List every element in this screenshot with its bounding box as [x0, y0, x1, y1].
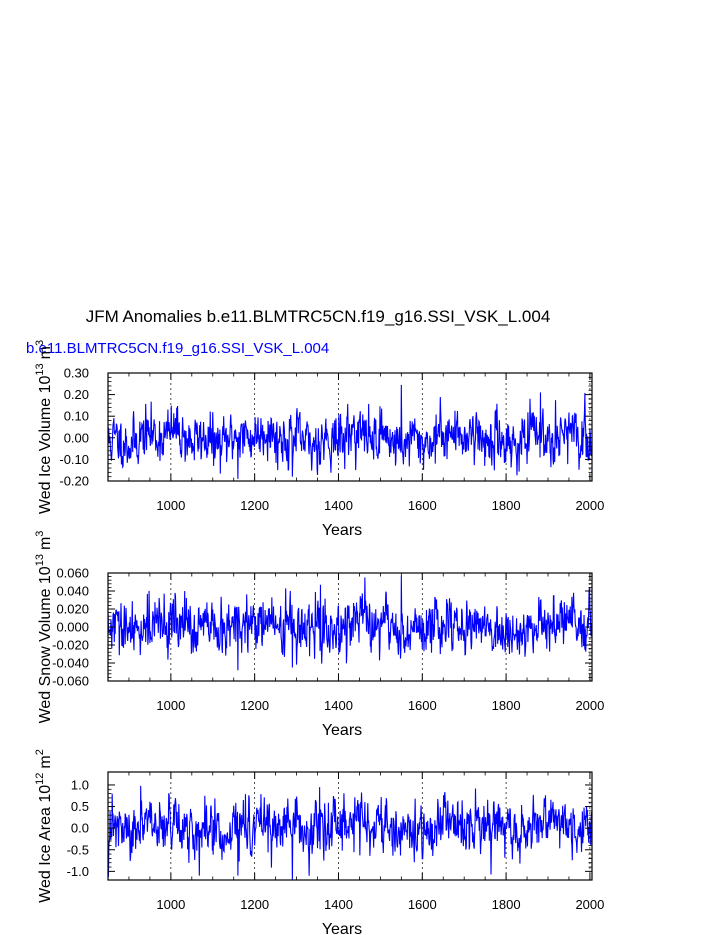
- ice-volume-frame: [107, 372, 593, 482]
- ice-volume-ytick-label-3: 0.10: [64, 409, 89, 424]
- snow-volume-xtick-label-5: 2000: [575, 698, 604, 713]
- ice-volume-xtick-label-2: 1400: [324, 498, 353, 513]
- ice-area-xtick-label-3: 1600: [408, 897, 437, 912]
- figure-subtitle: b.e11.BLMTRC5CN.f19_g16.SSI_VSK_L.004: [26, 340, 329, 357]
- ice-volume-xtick-label-4: 1800: [492, 498, 521, 513]
- snow-volume-ytick-label-2: -0.020: [52, 638, 89, 653]
- ice-area-xtick-label-5: 2000: [575, 897, 604, 912]
- ice-area-ylabel-unit-exp: 2: [34, 749, 46, 755]
- ice-area-ytick-label-0: -1.0: [67, 864, 89, 879]
- figure-title: JFM Anomalies b.e11.BLMTRC5CN.f19_g16.SS…: [86, 307, 551, 326]
- snow-volume-ytick-label-6: 0.060: [56, 566, 89, 581]
- ice-volume-xtick-label-3: 1600: [408, 498, 437, 513]
- snow-volume-xtick-label-1: 1200: [240, 698, 269, 713]
- snow-volume-ylabel: Wed Snow Volume 1013 m3: [34, 531, 54, 724]
- ice-area-ylabel-exp: 12: [34, 773, 46, 785]
- snow-volume-ytick-label-3: 0.000: [56, 620, 89, 635]
- snow-volume-xtick-label-3: 1600: [408, 698, 437, 713]
- ice-volume-xtick-label-1: 1200: [240, 498, 269, 513]
- ice-volume-ylabel-base: Wed Ice Volume 10: [37, 376, 54, 515]
- panel-ice-volume: 1000 1200 1400 1600 1800 2000 -0.20 -0.10 0.00 0.…: [34, 340, 604, 539]
- ice-area-xlabel: Years: [322, 921, 362, 935]
- ice-area-ytick-label-1: -0.5: [67, 842, 89, 857]
- ice-area-xtick-label-1: 1200: [240, 897, 269, 912]
- snow-volume-xtick-label-0: 1000: [156, 698, 185, 713]
- snow-volume-ytick-label-4: 0.020: [56, 602, 89, 617]
- ice-volume-ylabel-unit-exp: 3: [34, 340, 46, 346]
- ice-area-ytick-label-3: 0.5: [71, 799, 89, 814]
- snow-volume-ytick-label-1: -0.040: [52, 656, 89, 671]
- ice-area-ytick-label-4: 1.0: [71, 777, 89, 792]
- snow-volume-ylabel-base: Wed Snow Volume 10: [37, 566, 54, 723]
- panel-ice-area: 1000 1200 1400 1600 1800 2000 -1.0 -0.5 0.0 0.5 1.…: [34, 749, 604, 935]
- ice-volume-ytick-label-2: 0.00: [64, 430, 89, 445]
- ice-volume-xlabel: Years: [322, 522, 362, 539]
- snow-volume-ylabel-unit: m: [37, 537, 54, 550]
- panels: 1000 1200 1400 1600 1800 2000 -0.20 -0.10 0.00 0.…: [34, 340, 604, 935]
- ice-area-series-line: [108, 785, 592, 880]
- ice-area-frame: [107, 771, 593, 881]
- snow-volume-xtick-label-4: 1800: [492, 698, 521, 713]
- ice-area-ylabel-base: Wed Ice Area 10: [37, 785, 54, 903]
- ice-volume-ytick-label-0: -0.20: [59, 474, 89, 489]
- ice-volume-series-line: [108, 384, 592, 479]
- ice-area-xtick-label-0: 1000: [156, 897, 185, 912]
- panel-snow-volume: 1000 1200 1400 1600 1800 2000 -0.060 -0.040 -0.0…: [34, 531, 604, 739]
- snow-volume-ytick-label-5: 0.040: [56, 584, 89, 599]
- ice-volume-ytick-label-1: -0.10: [59, 452, 89, 467]
- ice-volume-xtick-label-0: 1000: [156, 498, 185, 513]
- snow-volume-xtick-label-2: 1400: [324, 698, 353, 713]
- ice-area-ylabel: Wed Ice Area 1012 m2: [34, 749, 54, 903]
- snow-volume-series-line: [108, 575, 592, 671]
- snow-volume-ytick-label-0: -0.060: [52, 674, 89, 689]
- ice-volume-ylabel-unit: m: [37, 346, 54, 359]
- ice-volume-xtick-label-5: 2000: [575, 498, 604, 513]
- ice-volume-ylabel: Wed Ice Volume 1013 m3: [34, 340, 54, 514]
- ice-area-xtick-label-2: 1400: [324, 897, 353, 912]
- ice-volume-ytick-label-5: 0.30: [64, 366, 89, 381]
- ice-area-ytick-label-2: 0.0: [71, 821, 89, 836]
- ice-volume-ylabel-exp: 13: [34, 363, 46, 375]
- ice-area-ylabel-unit: m: [37, 755, 54, 768]
- snow-volume-ylabel-exp: 13: [34, 554, 46, 566]
- snow-volume-ylabel-unit-exp: 3: [34, 531, 46, 537]
- ice-volume-ytick-label-4: 0.20: [64, 387, 89, 402]
- ice-area-xtick-label-4: 1800: [492, 897, 521, 912]
- snow-volume-xlabel: Years: [322, 722, 362, 739]
